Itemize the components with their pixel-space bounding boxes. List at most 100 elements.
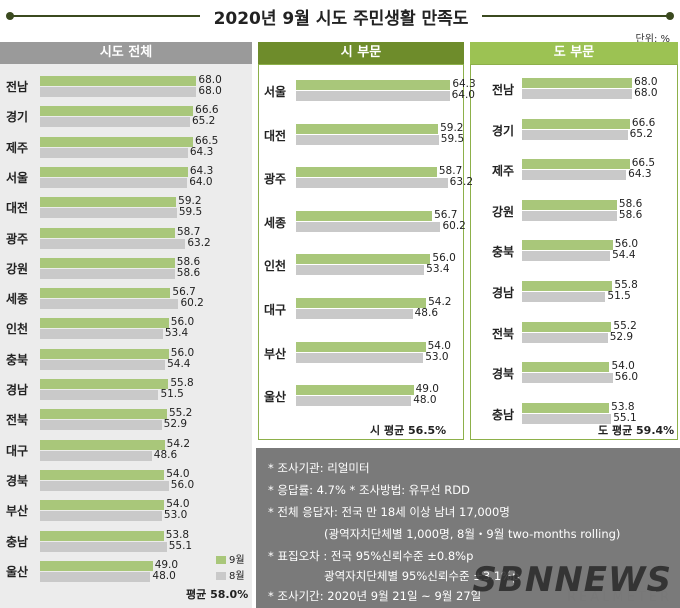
bar-sep [40, 106, 194, 117]
value-label-aug: 55.1 [168, 539, 193, 552]
category-label: 광주 [6, 231, 29, 246]
bar-sep [296, 167, 437, 178]
legend-swatch-aug [216, 572, 226, 580]
bar-aug [522, 89, 633, 99]
value-label-sep: 68.0 [634, 76, 658, 88]
value-label-sep: 55.2 [168, 407, 193, 420]
value-label-aug: 56.0 [614, 371, 639, 384]
category-label: 경기 [492, 123, 515, 138]
bar-aug [40, 359, 166, 370]
bar-aug [40, 87, 197, 97]
value-label-sep: 56.0 [614, 238, 639, 251]
bar-sep [40, 409, 167, 420]
category-label: 전북 [6, 413, 29, 428]
bar-sep [522, 321, 612, 332]
bar-aug [296, 352, 424, 363]
value-label-sep: 56.0 [170, 346, 195, 359]
bar-aug [296, 178, 448, 189]
value-label-sep: 54.0 [611, 360, 635, 373]
value-label-sep: 59.2 [178, 195, 202, 208]
province-average: 도 평균 59.4% [598, 424, 675, 437]
bar-sep [40, 227, 175, 238]
all-average: 평균 58.0% [186, 588, 249, 601]
value-label-sep: 54.0 [166, 498, 190, 511]
value-label-aug: 56.0 [170, 478, 195, 491]
value-label-aug: 59.5 [440, 132, 465, 145]
value-label-sep: 55.2 [613, 319, 637, 332]
value-label-aug: 65.2 [629, 127, 653, 140]
value-label-aug: 52.9 [163, 418, 188, 431]
bar-sep [522, 281, 613, 291]
value-label-sep: 68.0 [198, 74, 222, 86]
value-label-aug: 68.0 [634, 87, 658, 99]
bar-aug [296, 221, 441, 232]
bar-sep [40, 560, 153, 571]
value-label-aug: 65.2 [191, 115, 216, 128]
value-label-aug: 53.4 [426, 263, 450, 276]
category-label: 세종 [264, 215, 287, 230]
value-label-sep: 56.0 [170, 316, 195, 329]
value-label-sep: 54.2 [166, 437, 191, 450]
bar-aug [522, 210, 617, 221]
value-label-aug: 58.6 [618, 208, 643, 221]
category-label: 인천 [6, 322, 29, 337]
value-label-aug: 59.5 [178, 206, 203, 219]
value-label-aug: 64.0 [451, 89, 475, 101]
category-label: 전남 [6, 80, 29, 94]
value-label-sep: 58.7 [438, 165, 463, 178]
value-label-aug: 48.0 [413, 394, 437, 407]
city-average: 시 평균 56.5% [370, 424, 447, 437]
bar-sep [296, 298, 427, 308]
category-label: 충북 [492, 245, 515, 260]
category-label: 광주 [264, 172, 287, 187]
bar-sep [522, 159, 630, 170]
category-label: 부산 [264, 346, 287, 361]
category-label: 강원 [492, 204, 515, 219]
bar-sep [296, 123, 439, 134]
category-label: 대전 [264, 128, 287, 143]
category-label: 강원 [6, 261, 29, 276]
note-line: * 전체 응답자: 전국 만 18세 이상 남녀 17,000명 [268, 505, 510, 519]
value-label-aug: 55.1 [613, 411, 637, 424]
chart-title: 2020년 9월 시도 주민생활 만족도 [213, 9, 469, 29]
category-label: 경북 [6, 473, 29, 488]
value-label-aug: 48.6 [414, 307, 439, 319]
bar-aug [40, 541, 167, 552]
value-label-sep: 56.0 [432, 252, 456, 265]
bar-aug [522, 170, 627, 181]
watermark-logo: SBNNEWS [472, 560, 672, 600]
bar-aug [40, 268, 175, 279]
bar-aug [40, 450, 152, 461]
value-label-sep: 54.2 [428, 296, 452, 308]
value-label-sep: 56.7 [172, 286, 196, 299]
bar-sep [296, 80, 451, 90]
bar-aug [522, 251, 611, 262]
bar-aug [40, 571, 151, 582]
title-bar: 2020년 9월 시도 주민생활 만족도 [0, 0, 680, 34]
bar-aug [40, 238, 186, 249]
category-label: 울산 [264, 390, 287, 405]
value-label-sep: 58.6 [176, 255, 201, 268]
bar-sep [40, 76, 197, 86]
watermark-sub: REALMETER [567, 590, 672, 605]
bar-sep [40, 379, 169, 389]
bar-sep [40, 288, 171, 299]
value-label-sep: 59.2 [440, 121, 464, 134]
category-label: 전북 [492, 326, 515, 341]
value-label-aug: 53.4 [164, 327, 189, 340]
category-label: 경남 [6, 383, 29, 397]
bar-sep [40, 439, 165, 450]
bar-sep [522, 240, 613, 251]
category-label: 제주 [6, 140, 29, 155]
category-label: 세종 [6, 292, 29, 307]
value-label-aug: 48.0 [152, 569, 176, 582]
bar-aug [40, 208, 177, 219]
bar-sep [40, 318, 169, 329]
value-label-sep: 55.8 [170, 377, 194, 389]
bar-aug [522, 292, 606, 302]
category-label: 충남 [6, 534, 29, 549]
value-label-sep: 64.3 [189, 164, 214, 177]
value-label-aug: 64.3 [628, 168, 652, 181]
value-label-sep: 66.6 [631, 116, 656, 129]
category-label: 경북 [492, 367, 515, 382]
